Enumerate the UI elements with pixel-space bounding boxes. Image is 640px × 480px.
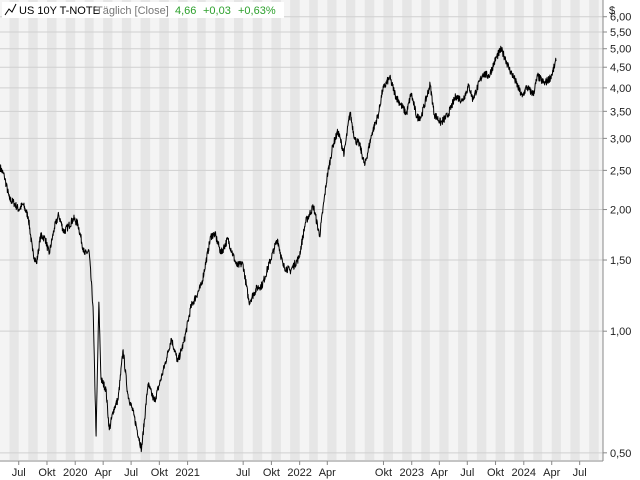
month-band [346,0,356,460]
change-percent: +0,63% [238,5,276,17]
month-band [551,0,561,460]
y-tick-label: 2,50 [610,165,631,177]
month-band [121,0,132,460]
x-tick-label: 2024 [512,467,536,479]
month-band [103,0,113,460]
y-tick-label: 5,00 [610,44,631,56]
x-tick-label: Apr [95,467,112,479]
interval-label: Täglich [Close] [96,5,169,17]
y-tick-label: 4,50 [610,62,631,74]
y-tick-label: 1,00 [610,326,631,338]
month-band [215,0,225,460]
month-band [533,0,543,460]
y-tick-label: 4,00 [610,83,631,95]
month-band [514,0,524,460]
month-band [159,0,169,460]
x-tick-label: Apr [319,467,336,479]
month-shading [9,0,599,460]
grid-lines [0,16,603,454]
month-band [495,0,506,460]
month-band [140,0,151,460]
line-chart-icon [4,3,17,16]
month-band [589,0,599,460]
month-band [327,0,337,460]
month-band [570,0,580,460]
header-background [2,2,284,18]
x-tick-label: 2020 [63,467,87,479]
month-band [476,0,487,460]
series-line [0,45,557,453]
month-band [402,0,412,460]
month-band [458,0,468,460]
last-value: 4,66 [175,5,196,17]
month-band [28,0,38,460]
y-tick-label: 2,00 [610,205,631,217]
month-band [197,0,206,460]
month-band [233,0,244,460]
x-tick-label: Okt [151,467,168,479]
month-band [252,0,263,460]
change-value: +0,03 [203,5,231,17]
y-tick-label: 0,50 [610,448,631,460]
month-band [309,0,318,460]
series-layer [0,45,557,453]
month-band [9,0,19,460]
month-band [421,0,430,460]
symbol-label: US 10Y T-NOTE [19,5,100,17]
x-tick-label: Jul [236,467,250,479]
x-tick-label: Okt [263,467,280,479]
x-tick-label: Jul [12,467,26,479]
y-axis-unit: $ [609,5,615,17]
y-tick-label: 3,00 [610,133,631,145]
x-tick-label: Jul [124,467,138,479]
x-tick-label: Jul [460,467,474,479]
x-tick-label: Apr [543,467,560,479]
chart-header: US 10Y T-NOTE Täglich [Close] 4,66 +0,03… [2,2,284,18]
x-tick-label: Okt [487,467,504,479]
month-band [364,0,375,460]
month-band [439,0,449,460]
month-band [383,0,393,460]
x-tick-label: 2021 [175,467,199,479]
month-band [290,0,300,460]
x-tick-label: Okt [375,467,392,479]
y-tick-label: 5,50 [610,27,631,39]
x-tick-label: Apr [431,467,448,479]
x-tick-label: 2023 [399,467,423,479]
y-axis-ticks: 0,50 1,00 1,50 2,00 2,50 3,00 3,50 4,00 4,50 5,00… [603,12,631,460]
x-tick-label: Jul [573,467,587,479]
x-axis-ticks: Jul Okt 2020 Apr Jul Okt 2021 Jul Okt 2022 Apr Okt 2… [12,461,587,479]
x-tick-label: 2022 [287,467,311,479]
month-band [271,0,281,460]
y-tick-label: 6,00 [610,12,631,24]
x-tick-label: Okt [38,467,55,479]
month-band [46,0,57,460]
month-band [84,0,94,460]
month-band [65,0,76,460]
y-tick-label: 1,50 [610,255,631,267]
month-band [178,0,188,460]
y-tick-label: 3,50 [610,106,631,118]
